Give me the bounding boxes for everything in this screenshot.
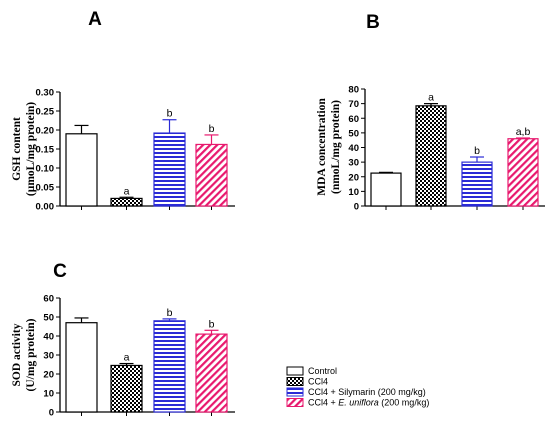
bar-ccl4 [110,197,143,207]
chart-panel-b: B MDA concentration (nmoL/mg protein) 0 10 20… [316,12,545,213]
panel-label: A [88,9,102,30]
chart-panel-a: A GSH content (µmoL/mg protein) 0.00 0.05 0.1… [11,9,235,213]
y-tick-label: 50 [43,313,54,324]
bar-ccl4-silymarin-200-mg-kg [153,132,186,207]
y-tick-label: 60 [348,114,359,125]
significance-label: b [167,307,173,319]
y-axis-title: GSH content (µmoL/mg protein) [11,102,37,196]
bar-ccl4-e-uniflora-200-mg-kg [507,138,539,207]
panel-label: C [53,261,67,282]
y-tick-label: 0.25 [36,107,55,118]
significance-label: a [428,92,434,104]
panel-label: B [366,12,380,33]
y-axis-title: MDA concentration (nmoL/mg protein) [316,98,342,196]
legend-label: CCl4 + Silymarin (200 mg/kg) [308,387,426,397]
legend-label: CCl4 + E. uniflora (200 mg/kg) [308,398,429,408]
legend-swatch [286,366,304,376]
y-tick-label: 20 [43,370,54,381]
bar-control [65,322,98,413]
y-tick-label: 0.10 [36,164,55,175]
legend-item-uniflora: CCl4 + E. uniflora (200 mg/kg) [286,398,429,408]
y-tick-label: 30 [348,158,359,169]
legend-label: Control [308,366,337,376]
bar-ccl4 [110,364,143,413]
significance-label: b [209,123,215,135]
y-tick-label: 0 [354,202,359,213]
bar-control [65,133,98,207]
significance-label: b [167,108,173,120]
y-tick-label: 0.00 [36,202,55,213]
y-tick-label: 0.30 [36,88,55,99]
bar-ccl4-silymarin-200-mg-kg [461,161,493,207]
y-tick-label: 60 [43,294,54,305]
y-tick-label: 10 [348,187,359,198]
legend-label: CCl4 [308,377,328,387]
y-tick-label: 30 [43,351,54,362]
bar-ccl4-e-uniflora-200-mg-kg [195,333,228,413]
legend-item-silymarin: CCl4 + Silymarin (200 mg/kg) [286,387,426,397]
y-tick-label: 10 [43,389,54,400]
y-tick-label: 70 [348,99,359,110]
y-tick-label: 50 [348,128,359,139]
y-tick-label: 0.05 [36,183,55,194]
legend-item-control: Control [286,366,337,376]
y-tick-label: 40 [43,332,54,343]
y-tick-label: 0.15 [36,145,55,156]
bar-control [370,172,402,207]
significance-label: a [124,352,130,364]
y-tick-label: 0 [49,408,54,419]
legend-swatch [286,377,304,386]
significance-label: b [209,318,215,330]
y-tick-label: 40 [348,143,359,154]
bar-ccl4 [415,105,447,207]
significance-label: a,b [516,126,531,138]
y-tick-label: 0.20 [36,126,55,137]
legend-swatch [286,398,304,407]
legend-item-ccl4: CCl4 [286,377,328,387]
bar-ccl4-e-uniflora-200-mg-kg [195,143,228,207]
significance-label: a [124,185,130,197]
chart-panel-c: C SOD activity (U/mg protein) 0 10 20 30 40 50 60… [11,261,235,419]
legend-swatch [286,387,304,397]
bar-ccl4-silymarin-200-mg-kg [153,320,186,413]
y-tick-label: 80 [348,85,359,96]
y-axis-title: SOD activity (U/mg protein) [11,318,37,391]
y-tick-label: 20 [348,172,359,183]
significance-label: b [474,145,480,157]
